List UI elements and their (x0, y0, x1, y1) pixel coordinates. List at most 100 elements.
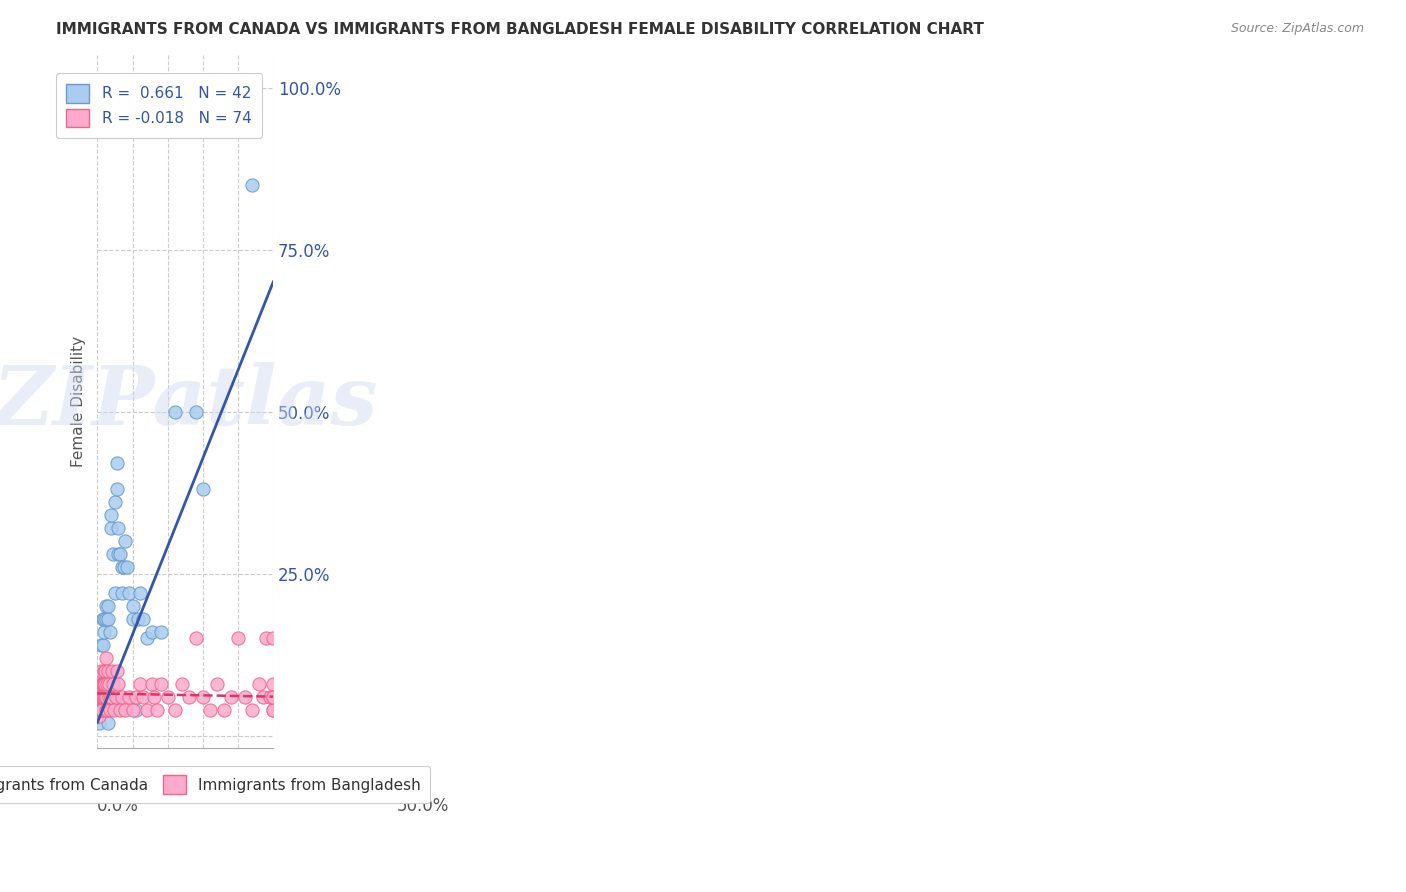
Point (128, 586, 150, 600)
Point (259, 690, 281, 704)
Point (93, 676, 115, 690)
Point (118, 690, 141, 704)
Point (97, 612, 120, 626)
Point (262, 676, 284, 690)
Point (94, 676, 117, 690)
Legend: Immigrants from Canada, Immigrants from Bangladesh: Immigrants from Canada, Immigrants from … (0, 766, 430, 803)
Point (110, 547, 132, 561)
Point (240, 178, 263, 192)
Point (105, 664, 128, 678)
Point (87, 709, 110, 723)
Point (90, 638, 112, 652)
Point (121, 612, 143, 626)
Point (240, 703, 263, 717)
Point (107, 676, 129, 690)
Point (191, 483, 214, 497)
Point (93, 664, 115, 678)
Point (262, 690, 284, 704)
Point (107, 547, 129, 561)
Point (121, 703, 143, 717)
Point (135, 632, 157, 646)
Point (94, 612, 117, 626)
Point (163, 404, 186, 418)
Point (87, 703, 110, 717)
Point (141, 624, 163, 639)
Point (170, 676, 193, 690)
Point (247, 676, 270, 690)
Point (89, 703, 111, 717)
Point (132, 612, 155, 626)
Point (91, 676, 114, 690)
Point (114, 534, 136, 549)
Point (125, 690, 148, 704)
Point (87, 690, 110, 704)
Point (93, 690, 115, 704)
Text: Source: ZipAtlas.com: Source: ZipAtlas.com (1230, 22, 1364, 36)
Point (89, 703, 111, 717)
Point (184, 404, 207, 418)
Point (219, 80, 242, 95)
Point (104, 690, 127, 704)
Point (98, 703, 121, 717)
Text: 0.0%: 0.0% (97, 797, 139, 815)
Point (111, 586, 134, 600)
Point (112, 560, 135, 574)
Point (101, 676, 124, 690)
Point (163, 703, 186, 717)
Point (100, 508, 122, 523)
Point (111, 560, 134, 574)
Point (91, 638, 114, 652)
Point (118, 586, 141, 600)
Point (205, 676, 228, 690)
Point (184, 632, 207, 646)
Point (93, 624, 115, 639)
Point (90, 664, 112, 678)
Point (94, 703, 117, 717)
Point (110, 703, 132, 717)
Point (93, 612, 115, 626)
Point (90, 676, 112, 690)
Point (90, 703, 112, 717)
Point (87, 715, 110, 730)
Point (212, 703, 235, 717)
Point (91, 612, 114, 626)
Point (104, 495, 127, 509)
Point (97, 690, 120, 704)
Point (91, 676, 114, 690)
Point (94, 599, 117, 613)
Point (262, 632, 284, 646)
Point (96, 650, 118, 665)
Point (96, 703, 118, 717)
Point (132, 690, 155, 704)
Point (141, 676, 163, 690)
Point (135, 703, 157, 717)
Point (127, 612, 149, 626)
Point (156, 690, 179, 704)
Point (226, 632, 249, 646)
Y-axis label: Female Disability: Female Disability (72, 336, 86, 467)
Point (107, 521, 129, 535)
Point (198, 703, 221, 717)
Point (262, 690, 284, 704)
Point (91, 690, 114, 704)
Point (191, 690, 214, 704)
Point (89, 690, 111, 704)
Point (98, 624, 121, 639)
Point (128, 676, 150, 690)
Point (114, 703, 136, 717)
Point (262, 703, 284, 717)
Point (94, 690, 117, 704)
Point (262, 703, 284, 717)
Text: IMMIGRANTS FROM CANADA VS IMMIGRANTS FROM BANGLADESH FEMALE DISABILITY CORRELATI: IMMIGRANTS FROM CANADA VS IMMIGRANTS FRO… (56, 22, 984, 37)
Point (98, 676, 121, 690)
Point (100, 690, 122, 704)
Point (252, 690, 274, 704)
Point (97, 715, 120, 730)
Point (96, 676, 118, 690)
Point (142, 690, 165, 704)
Point (111, 690, 134, 704)
Point (219, 690, 242, 704)
Point (94, 664, 117, 678)
Point (103, 703, 125, 717)
Point (149, 676, 172, 690)
